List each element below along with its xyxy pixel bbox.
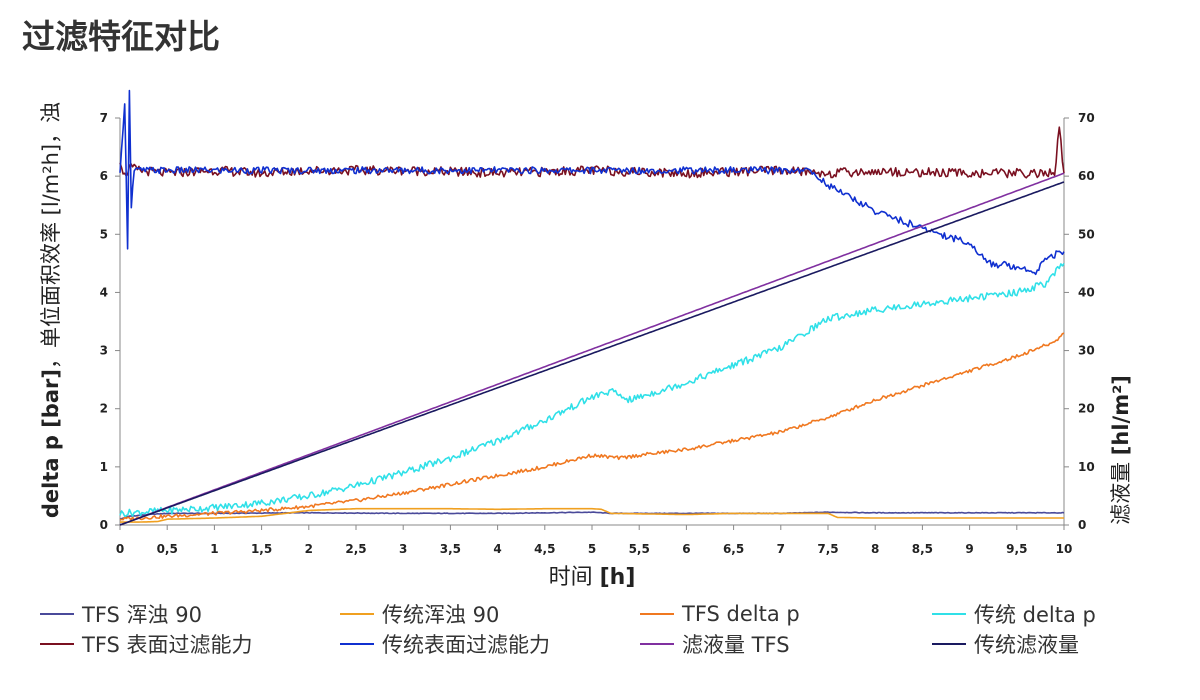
series-line-1 <box>119 511 1065 521</box>
legend-item: 传统滤液量 <box>932 630 1079 658</box>
legend-swatch <box>340 643 374 645</box>
legend-item: 传统 delta p <box>932 600 1096 628</box>
series-line-2 <box>120 507 1064 523</box>
series-line-4 <box>119 262 1065 518</box>
y-left-tick-label: 6 <box>100 169 108 183</box>
x-tick-label: 8,5 <box>912 542 933 556</box>
x-tick-label: 7 <box>777 542 785 556</box>
y-right-tick-label: 30 <box>1078 344 1095 358</box>
x-tick-label: 3 <box>399 542 407 556</box>
x-tick-label: 0,5 <box>157 542 178 556</box>
x-tick-label: 4 <box>493 542 501 556</box>
y-left-tick-label: 7 <box>100 111 108 125</box>
x-tick-label: 7,5 <box>817 542 838 556</box>
series-line-8 <box>119 181 1065 526</box>
legend-label: TFS 表面过滤能力 <box>82 633 253 657</box>
legend-swatch <box>932 643 966 645</box>
x-tick-label: 5,5 <box>629 542 650 556</box>
y-left-tick-label: 5 <box>100 227 108 241</box>
y-left-tick-label: 3 <box>100 344 108 358</box>
y-left-axis-label: delta p [bar]，单位面积效率 [l/m²h]，浊 <box>39 102 63 518</box>
x-tick-label: 2 <box>305 542 313 556</box>
x-tick-label: 2,5 <box>345 542 366 556</box>
y-right-tick-label: 40 <box>1078 285 1095 299</box>
y-right-tick-label: 0 <box>1078 518 1086 532</box>
legend-label: TFS delta p <box>682 602 800 626</box>
legend-label: 滤液量 TFS <box>682 633 790 657</box>
x-tick-label: 9,5 <box>1006 542 1027 556</box>
y-left-tick-label: 0 <box>100 518 108 532</box>
legend-swatch <box>340 613 374 615</box>
legend-item: TFS 表面过滤能力 <box>40 630 253 658</box>
y-left-tick-label: 2 <box>100 402 108 416</box>
x-tick-label: 6,5 <box>723 542 744 556</box>
series-line-3 <box>119 332 1065 521</box>
x-tick-label: 10 <box>1056 542 1073 556</box>
legend-swatch <box>40 613 74 615</box>
x-tick-label: 3,5 <box>440 542 461 556</box>
series-line-7 <box>119 172 1065 526</box>
x-tick-label: 8 <box>871 542 879 556</box>
legend-item: 滤液量 TFS <box>640 630 790 658</box>
legend-item: TFS 浑浊 90 <box>40 600 202 628</box>
x-tick-label: 5 <box>588 542 596 556</box>
x-axis-label: 时间 [h] <box>549 565 636 590</box>
y-right-tick-label: 70 <box>1078 111 1095 125</box>
legend-swatch <box>932 613 966 615</box>
legend: TFS 浑浊 90 传统浑浊 90 TFS delta p 传统 delta p TFS… <box>40 600 1160 664</box>
y-left-tick-label: 4 <box>100 285 108 299</box>
y-right-tick-label: 10 <box>1078 460 1095 474</box>
legend-label: 传统表面过滤能力 <box>382 633 550 657</box>
x-tick-label: 6 <box>682 542 690 556</box>
chart-title: 过滤特征对比 <box>22 17 220 56</box>
y-right-tick-label: 60 <box>1078 169 1095 183</box>
x-tick-label: 4,5 <box>534 542 555 556</box>
legend-item: 传统表面过滤能力 <box>340 630 550 658</box>
legend-swatch <box>40 643 74 645</box>
legend-item: 传统浑浊 90 <box>340 600 499 628</box>
y-left-tick-label: 1 <box>100 460 108 474</box>
legend-label: 传统浑浊 90 <box>382 603 500 627</box>
y-right-axis-label: 滤液量 [hl/m²] <box>1109 375 1133 525</box>
legend-label: 传统滤液量 <box>974 633 1079 657</box>
legend-swatch <box>640 613 674 615</box>
legend-label: 传统 delta p <box>974 603 1096 627</box>
x-tick-label: 0 <box>116 542 124 556</box>
legend-label: TFS 浑浊 90 <box>82 603 202 627</box>
legend-swatch <box>640 643 674 645</box>
legend-item: TFS delta p <box>640 600 800 628</box>
series-line-6 <box>119 89 1065 276</box>
chart-svg: 0 0,5 1 1,5 2 2,5 3 3,5 4 4,5 5 5,5 6 6,5 7 7,5 8 8,5 9 9,5… <box>39 89 1133 590</box>
y-right-tick-label: 50 <box>1078 227 1095 241</box>
x-tick-label: 9 <box>965 542 973 556</box>
y-right-tick-label: 20 <box>1078 402 1095 416</box>
x-tick-label: 1 <box>210 542 218 556</box>
x-tick-label: 1,5 <box>251 542 272 556</box>
